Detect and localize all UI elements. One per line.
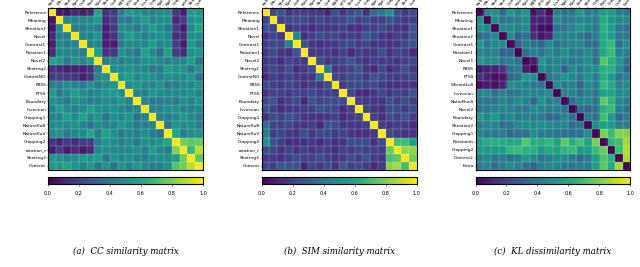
Title: (c)  KL dissimilarity matrix: (c) KL dissimilarity matrix	[494, 247, 611, 256]
Title: (b)  SIM similarity matrix: (b) SIM similarity matrix	[284, 247, 395, 256]
Title: (a)  CC similarity matrix: (a) CC similarity matrix	[72, 247, 179, 256]
